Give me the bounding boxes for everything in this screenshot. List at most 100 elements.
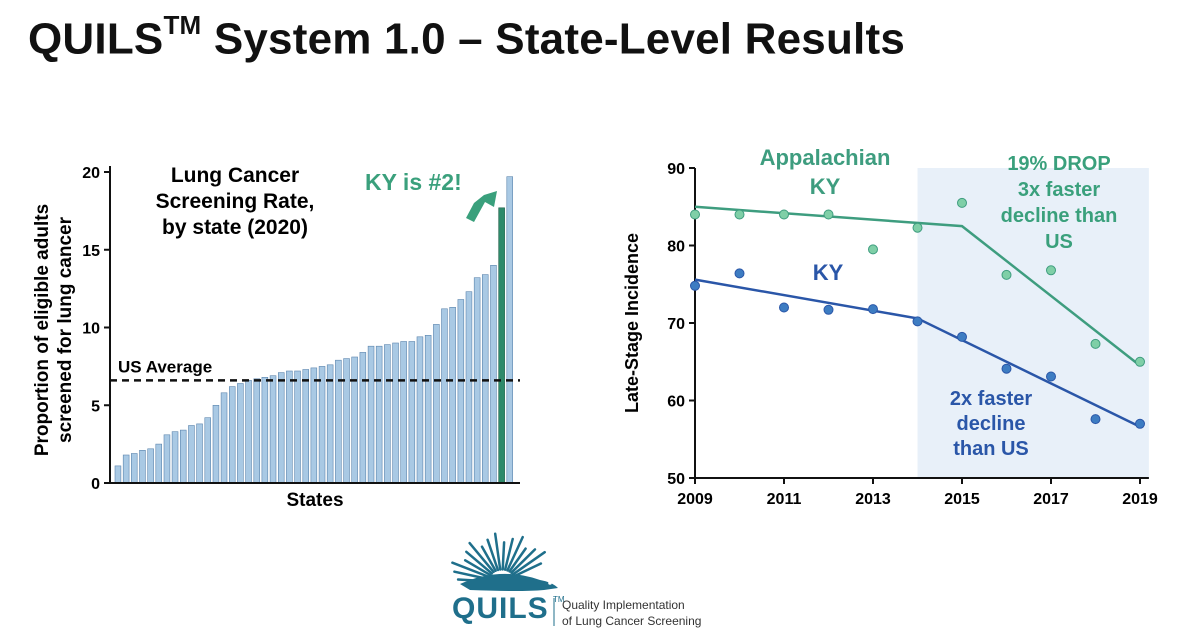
bar <box>408 341 416 484</box>
bar <box>196 423 203 484</box>
bar <box>441 308 448 484</box>
ky-point <box>1001 363 1012 374</box>
bar <box>220 392 228 484</box>
ky-point <box>1135 418 1145 429</box>
bar <box>424 335 432 484</box>
y-tick-label: 70 <box>667 316 685 333</box>
bar <box>147 448 154 484</box>
bar <box>237 383 244 484</box>
y-axis-label-line: Proportion of eligible adults <box>32 204 53 456</box>
ky-point <box>690 280 700 291</box>
y-tick-label: 10 <box>82 321 100 338</box>
bar <box>188 425 195 484</box>
bar <box>481 274 489 484</box>
bar <box>392 342 399 484</box>
bar <box>457 299 465 484</box>
bar <box>131 453 138 484</box>
title-rest: System 1.0 – State-Level Results <box>201 14 906 64</box>
bar <box>375 345 383 484</box>
annotation-drop: decline than <box>1001 205 1118 227</box>
bar <box>318 366 326 484</box>
bar <box>490 265 497 484</box>
x-axis-label: States <box>286 490 343 511</box>
bar <box>335 359 342 484</box>
ky-point <box>1046 371 1056 382</box>
appalachian-ky-point <box>1090 338 1101 349</box>
porcupine-icon <box>451 532 558 591</box>
quill-stroke <box>463 559 492 577</box>
slide-title: QUILSTM System 1.0 – State-Level Results <box>28 10 906 65</box>
bar <box>286 370 293 484</box>
appalachian-ky-point <box>1046 265 1056 276</box>
x-tick-label: 2017 <box>1033 491 1069 508</box>
quill-stroke <box>480 545 497 573</box>
y-tick-label: 15 <box>82 243 100 260</box>
bar <box>449 307 456 484</box>
bar <box>139 449 146 484</box>
appalachian-ky-point <box>823 209 834 220</box>
y-axis-label: Late-Stage Incidence <box>622 233 642 413</box>
series-label-appalachian-ky: Appalachian <box>760 145 891 170</box>
bar <box>384 344 391 484</box>
bar <box>416 336 424 484</box>
y-tick-label: 60 <box>667 394 685 411</box>
quill-stroke <box>486 538 500 572</box>
ky-rank-annotation: KY is #2! <box>365 169 462 195</box>
y-tick-label: 80 <box>667 239 685 256</box>
quill-stroke <box>493 532 502 571</box>
y-tick-label: 90 <box>667 161 685 178</box>
quill-stroke <box>451 561 491 579</box>
y-tick-label: 0 <box>91 476 100 493</box>
quill-stroke <box>465 550 494 575</box>
chart-title-line: Screening Rate, <box>156 190 315 213</box>
bar <box>155 443 163 484</box>
y-axis-label: Proportion of eligible adults screened fo… <box>32 204 76 456</box>
appalachian-ky-point <box>779 209 789 220</box>
quill-stroke <box>501 541 506 571</box>
us-average-label: US Average <box>118 357 212 376</box>
series-label-ky: KY <box>813 260 844 285</box>
quill-stroke <box>513 562 543 578</box>
bar <box>163 434 171 484</box>
x-tick-label: 2015 <box>944 491 980 508</box>
ky-point <box>868 304 878 315</box>
arrow-icon <box>466 191 497 222</box>
x-tick-label: 2013 <box>855 491 891 508</box>
porcupine-eye <box>548 581 552 585</box>
annotation-drop: 3x faster <box>1018 179 1100 201</box>
shaded-region <box>917 168 1149 478</box>
bar <box>171 431 179 484</box>
appalachian-ky-point <box>957 197 967 208</box>
series-label-appalachian-ky: KY <box>810 174 841 199</box>
logo-tagline-2: of Lung Cancer Screening <box>562 614 701 628</box>
logo-wordmark: QUILS <box>452 592 549 625</box>
x-tick-label: 2019 <box>1122 491 1158 508</box>
bar <box>506 176 513 484</box>
bar <box>294 370 301 484</box>
y-axis-label-line: screened for lung cancer <box>55 216 76 443</box>
quill-stroke <box>506 535 524 572</box>
appalachian-ky-point <box>690 209 700 220</box>
logo-tm: TM <box>553 595 565 604</box>
bar <box>261 377 269 484</box>
quill-stroke <box>511 550 546 576</box>
bar <box>204 417 212 484</box>
y-tick-label: 5 <box>91 398 100 415</box>
bar <box>122 454 130 484</box>
appalachian-ky-point <box>912 222 923 233</box>
bar <box>212 404 220 484</box>
annotation-ky-decline: than US <box>953 438 1029 460</box>
appalachian-ky-point <box>734 209 745 220</box>
ky-point <box>1090 414 1101 425</box>
bar <box>302 369 309 484</box>
bar <box>229 386 236 484</box>
bar <box>400 341 407 484</box>
quill-stroke <box>503 537 514 571</box>
bar <box>343 358 350 484</box>
x-tick-label: 2011 <box>767 491 802 508</box>
appalachian-ky-point <box>868 244 878 255</box>
annotation-ky-decline: decline <box>957 413 1026 435</box>
late-stage-incidence-line-chart: 50 60 70 80 90 2009 2011 2013 2015 2017 2019 Late-S… <box>622 145 1158 508</box>
y-tick-label: 50 <box>667 471 685 488</box>
quill-stroke <box>510 548 537 574</box>
